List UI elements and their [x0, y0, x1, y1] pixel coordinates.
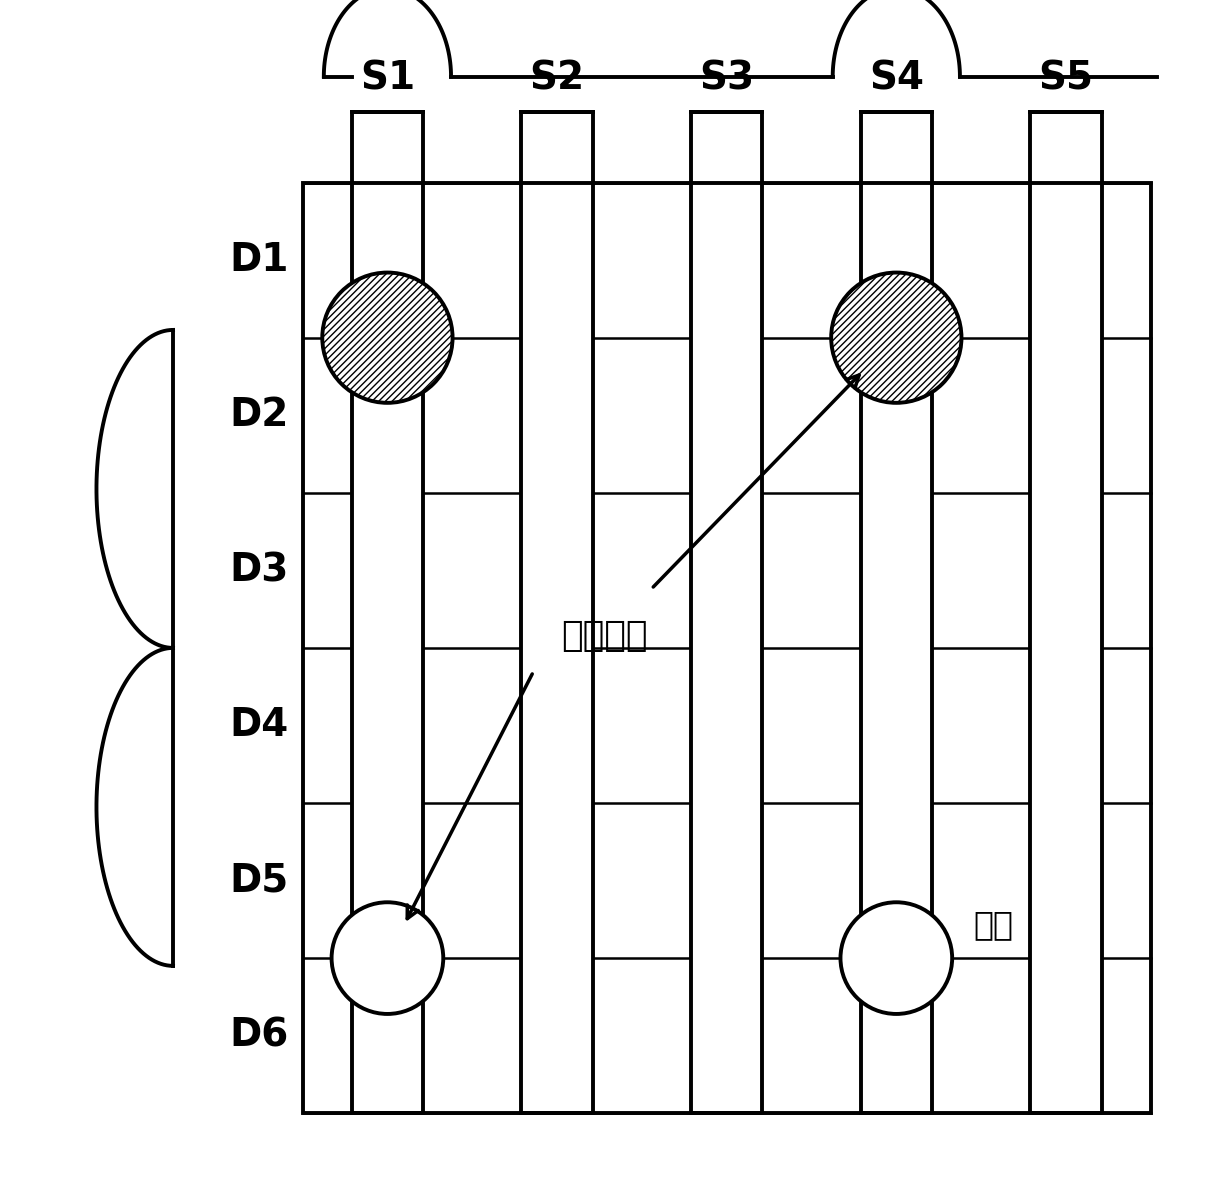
Text: S5: S5	[1038, 60, 1094, 98]
Text: S4: S4	[868, 60, 924, 98]
Text: D4: D4	[229, 707, 288, 744]
Circle shape	[322, 272, 452, 403]
Text: 假点: 假点	[358, 285, 398, 318]
Bar	[352, 112, 423, 1113]
Text: 真是触控: 真是触控	[561, 620, 648, 653]
Circle shape	[841, 902, 953, 1014]
Bar	[303, 183, 1151, 1113]
Bar	[1030, 112, 1101, 1113]
Bar	[521, 112, 592, 1113]
Text: D2: D2	[229, 396, 288, 435]
Bar	[861, 112, 932, 1113]
Text: D6: D6	[229, 1017, 288, 1054]
Bar	[303, 183, 1151, 1113]
Text: S1: S1	[359, 60, 415, 98]
Text: D3: D3	[229, 551, 288, 589]
Text: S2: S2	[529, 60, 585, 98]
Circle shape	[332, 902, 444, 1014]
Bar	[691, 112, 762, 1113]
Text: D1: D1	[229, 241, 288, 279]
Text: 假点: 假点	[973, 908, 1013, 941]
Text: S3: S3	[699, 60, 754, 98]
Circle shape	[831, 272, 961, 403]
Text: D5: D5	[229, 861, 288, 900]
